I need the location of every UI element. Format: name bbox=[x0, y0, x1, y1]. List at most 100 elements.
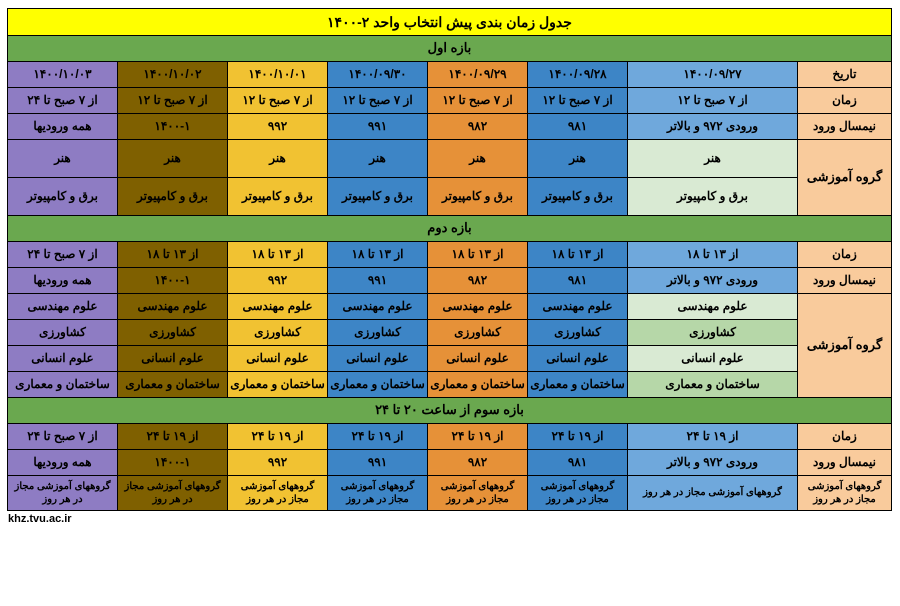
entry-cell: ۹۹۲ bbox=[228, 267, 328, 293]
group-cell: هنر bbox=[228, 140, 328, 178]
time-cell: از ۱۹ تا ۲۴ bbox=[328, 423, 428, 449]
entry-cell: ورودی ۹۷۲ و بالاتر bbox=[628, 114, 798, 140]
group-cell: ساختمان و معماری bbox=[628, 371, 798, 397]
time-cell: از ۷ صبح تا ۱۲ bbox=[528, 88, 628, 114]
date-cell: ۱۴۰۰/۰۹/۳۰ bbox=[328, 62, 428, 88]
group-cell: برق و کامپیوتر bbox=[528, 178, 628, 216]
group-cell: هنر bbox=[328, 140, 428, 178]
table-title: جدول زمان بندی پیش انتخاب واحد ۲-۱۴۰۰ bbox=[7, 9, 891, 36]
date-cell: ۱۴۰۰/۰۹/۲۸ bbox=[528, 62, 628, 88]
time-cell: از ۱۹ تا ۲۴ bbox=[428, 423, 528, 449]
entry-cell: ۹۸۲ bbox=[428, 449, 528, 475]
group-cell: علوم انسانی bbox=[628, 345, 798, 371]
group-cell: برق و کامپیوتر bbox=[628, 178, 798, 216]
schedule-table: جدول زمان بندی پیش انتخاب واحد ۲-۱۴۰۰باز… bbox=[7, 8, 892, 511]
group-cell: کشاورزی bbox=[628, 319, 798, 345]
entry-cell: ۹۹۱ bbox=[328, 267, 428, 293]
time-cell: از ۱۹ تا ۲۴ bbox=[118, 423, 228, 449]
entry-cell: همه ورودیها bbox=[7, 114, 117, 140]
group-cell: برق و کامپیوتر bbox=[328, 178, 428, 216]
time-cell: از ۱۳ تا ۱۸ bbox=[528, 241, 628, 267]
group-cell: علوم انسانی bbox=[328, 345, 428, 371]
group-cell: کشاورزی bbox=[228, 319, 328, 345]
row-label-time: زمان bbox=[798, 423, 892, 449]
group-cell: علوم مهندسی bbox=[528, 293, 628, 319]
footer-cell: گروههای آموزشی مجاز در هر روز bbox=[428, 475, 528, 510]
entry-cell: ۹۹۲ bbox=[228, 449, 328, 475]
period-header: بازه سوم از ساعت ۲۰ تا ۲۴ bbox=[7, 397, 891, 423]
time-cell: از ۷ صبح تا ۱۲ bbox=[628, 88, 798, 114]
row-label-time: زمان bbox=[798, 241, 892, 267]
group-cell: علوم مهندسی bbox=[118, 293, 228, 319]
group-cell: علوم مهندسی bbox=[7, 293, 117, 319]
footer-cell: گروههای آموزشی مجاز در هر روز bbox=[118, 475, 228, 510]
group-cell: ساختمان و معماری bbox=[7, 371, 117, 397]
row-label-entry: نیمسال ورود bbox=[798, 114, 892, 140]
date-cell: ۱۴۰۰/۱۰/۰۱ bbox=[228, 62, 328, 88]
time-cell: از ۷ صبح تا ۱۲ bbox=[328, 88, 428, 114]
date-cell: ۱۴۰۰/۰۹/۲۷ bbox=[628, 62, 798, 88]
group-cell: کشاورزی bbox=[428, 319, 528, 345]
group-cell: کشاورزی bbox=[118, 319, 228, 345]
entry-cell: ۱۴۰۰-۱ bbox=[118, 267, 228, 293]
entry-cell: ۹۹۲ bbox=[228, 114, 328, 140]
footer-cell: گروههای آموزشی مجاز در هر روز bbox=[228, 475, 328, 510]
group-cell: هنر bbox=[528, 140, 628, 178]
group-cell: برق و کامپیوتر bbox=[228, 178, 328, 216]
entry-cell: همه ورودیها bbox=[7, 267, 117, 293]
time-cell: از ۷ صبح تا ۲۴ bbox=[7, 241, 117, 267]
group-cell: کشاورزی bbox=[328, 319, 428, 345]
group-cell: ساختمان و معماری bbox=[228, 371, 328, 397]
group-cell: هنر bbox=[118, 140, 228, 178]
entry-cell: ۹۸۲ bbox=[428, 114, 528, 140]
period-header: بازه اول bbox=[7, 36, 891, 62]
time-cell: از ۷ صبح تا ۱۲ bbox=[228, 88, 328, 114]
entry-cell: ورودی ۹۷۲ و بالاتر bbox=[628, 449, 798, 475]
time-cell: از ۱۹ تا ۲۴ bbox=[528, 423, 628, 449]
group-cell: برق و کامپیوتر bbox=[428, 178, 528, 216]
entry-cell: ۹۸۱ bbox=[528, 267, 628, 293]
row-label-time: زمان bbox=[798, 88, 892, 114]
group-cell: علوم انسانی bbox=[228, 345, 328, 371]
group-cell: علوم انسانی bbox=[428, 345, 528, 371]
entry-cell: ۹۸۱ bbox=[528, 449, 628, 475]
group-cell: علوم مهندسی bbox=[428, 293, 528, 319]
date-cell: ۱۴۰۰/۱۰/۰۳ bbox=[7, 62, 117, 88]
group-cell: ساختمان و معماری bbox=[528, 371, 628, 397]
group-cell: ساختمان و معماری bbox=[428, 371, 528, 397]
group-cell: علوم انسانی bbox=[118, 345, 228, 371]
group-cell: ساختمان و معماری bbox=[328, 371, 428, 397]
row-label-group: گروه آموزشی bbox=[798, 293, 892, 397]
time-cell: از ۷ صبح تا ۲۴ bbox=[7, 88, 117, 114]
time-cell: از ۱۳ تا ۱۸ bbox=[328, 241, 428, 267]
footer-cell: گروههای آموزشی مجاز در هر روز bbox=[7, 475, 117, 510]
date-cell: ۱۴۰۰/۱۰/۰۲ bbox=[118, 62, 228, 88]
date-cell: ۱۴۰۰/۰۹/۲۹ bbox=[428, 62, 528, 88]
entry-cell: ۹۹۱ bbox=[328, 449, 428, 475]
group-cell: علوم انسانی bbox=[528, 345, 628, 371]
time-cell: از ۱۳ تا ۱۸ bbox=[228, 241, 328, 267]
group-cell: هنر bbox=[7, 140, 117, 178]
period-header: بازه دوم bbox=[7, 216, 891, 242]
watermark: khz.tvu.ac.ir bbox=[8, 513, 892, 525]
group-cell: ساختمان و معماری bbox=[118, 371, 228, 397]
footer-cell: گروههای آموزشی مجاز در هر روز bbox=[528, 475, 628, 510]
footer-cell: گروههای آموزشی مجاز در هر روز bbox=[628, 475, 798, 510]
time-cell: از ۱۳ تا ۱۸ bbox=[118, 241, 228, 267]
entry-cell: ۱۴۰۰-۱ bbox=[118, 449, 228, 475]
time-cell: از ۷ صبح تا ۱۲ bbox=[118, 88, 228, 114]
time-cell: از ۱۹ تا ۲۴ bbox=[628, 423, 798, 449]
group-cell: علوم مهندسی bbox=[628, 293, 798, 319]
footer-cell: گروههای آموزشی مجاز در هر روز bbox=[328, 475, 428, 510]
entry-cell: ۱۴۰۰-۱ bbox=[118, 114, 228, 140]
entry-cell: ورودی ۹۷۲ و بالاتر bbox=[628, 267, 798, 293]
group-cell: برق و کامپیوتر bbox=[118, 178, 228, 216]
entry-cell: ۹۸۲ bbox=[428, 267, 528, 293]
group-cell: کشاورزی bbox=[528, 319, 628, 345]
row-label-date: تاریخ bbox=[798, 62, 892, 88]
group-cell: علوم مهندسی bbox=[228, 293, 328, 319]
time-cell: از ۱۳ تا ۱۸ bbox=[628, 241, 798, 267]
time-cell: از ۷ صبح تا ۱۲ bbox=[428, 88, 528, 114]
entry-cell: همه ورودیها bbox=[7, 449, 117, 475]
row-label-entry: نیمسال ورود bbox=[798, 267, 892, 293]
